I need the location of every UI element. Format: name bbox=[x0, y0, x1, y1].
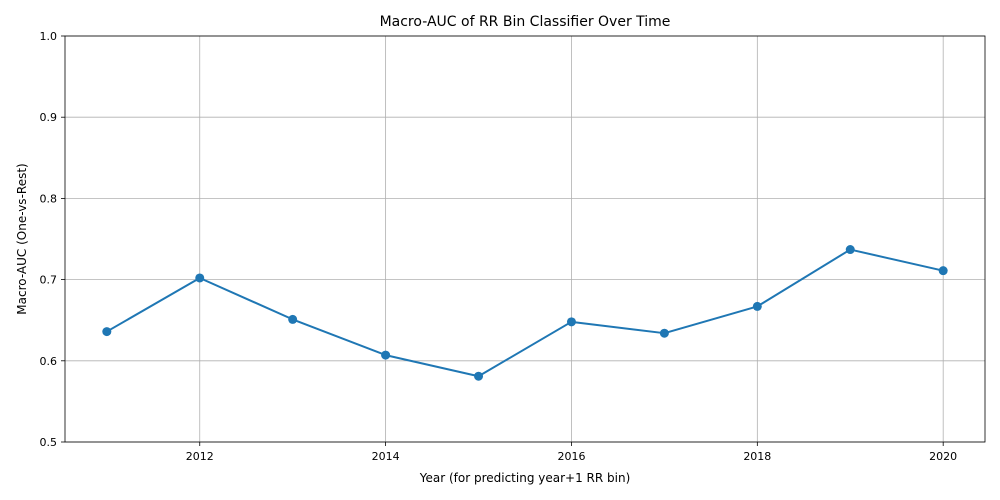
data-point bbox=[474, 371, 484, 381]
data-point bbox=[845, 245, 855, 255]
data-point bbox=[102, 327, 112, 337]
y-tick-label: 0.5 bbox=[40, 436, 58, 449]
y-tick-label: 1.0 bbox=[40, 30, 58, 43]
y-tick-label: 0.8 bbox=[40, 192, 58, 205]
data-point bbox=[381, 350, 391, 360]
y-axis-label: Macro-AUC (One-vs-Rest) bbox=[15, 163, 29, 314]
x-tick-label: 2018 bbox=[743, 450, 771, 463]
x-tick-label: 2014 bbox=[372, 450, 400, 463]
series-line bbox=[106, 248, 944, 378]
data-point bbox=[752, 301, 762, 311]
y-tick-label: 0.6 bbox=[40, 355, 58, 368]
x-axis-label: Year (for predicting year+1 RR bin) bbox=[419, 471, 631, 485]
series bbox=[102, 245, 948, 381]
x-tick-label: 2012 bbox=[186, 450, 214, 463]
plot-area-frame bbox=[64, 35, 986, 443]
data-point bbox=[659, 328, 669, 338]
data-point bbox=[288, 314, 298, 324]
grid bbox=[65, 35, 985, 443]
data-point bbox=[938, 266, 948, 276]
x-tick-label: 2020 bbox=[929, 450, 957, 463]
y-tick-label: 0.9 bbox=[40, 111, 58, 124]
x-tick-label: 2016 bbox=[557, 450, 585, 463]
data-point bbox=[195, 273, 205, 283]
data-point bbox=[566, 317, 576, 327]
axis-ticks: 2012 2014 2016 2018 2020 0.5 0.6 0.7 0.8 0.9 1.0 bbox=[40, 30, 958, 463]
chart-title: Macro-AUC of RR Bin Classifier Over Time bbox=[380, 14, 671, 30]
y-tick-label: 0.7 bbox=[40, 274, 58, 287]
